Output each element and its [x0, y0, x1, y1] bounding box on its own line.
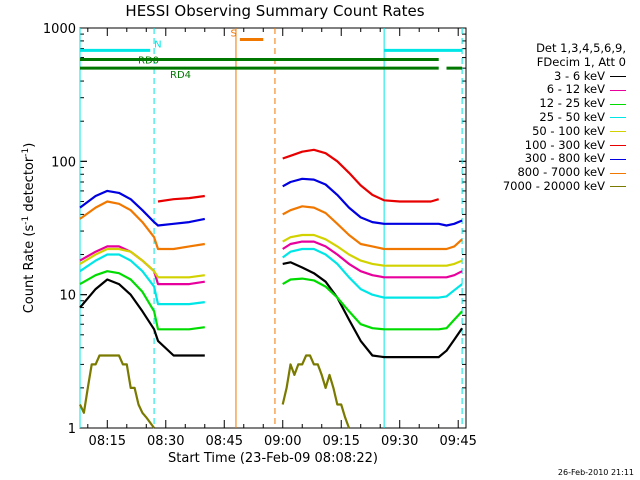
- legend-entry-label: 12 - 25 keV: [539, 96, 605, 111]
- x-tick-label: 08:45: [206, 434, 243, 449]
- legend-header-line-2: FDecim 1, Att 0: [536, 54, 626, 69]
- legend: Det 1,3,4,5,6,9, FDecim 1, Att 0 3 - 6 k…: [476, 41, 626, 194]
- y-axis-label-part: Count Rate (s: [22, 225, 37, 314]
- legend-entry-label: 7000 - 20000 keV: [502, 178, 605, 193]
- y-axis-label-part: ): [22, 143, 37, 148]
- series-line: [157, 148, 440, 203]
- legend-entry-label: 6 - 12 keV: [546, 82, 605, 97]
- chart-title: HESSI Observing Summary Count Rates: [125, 2, 425, 20]
- legend-entry-label: 800 - 7000 keV: [517, 165, 605, 180]
- y-axis-label-part: -1: [21, 148, 31, 157]
- legend-entry: 50 - 100 keV: [476, 123, 626, 139]
- y-tick-label: 1: [68, 422, 76, 437]
- legend-entry-label: 3 - 6 keV: [554, 68, 605, 83]
- flag-bar-label: RD0: [138, 56, 159, 67]
- flag-bar-label: RD4: [170, 70, 191, 81]
- legend-entry-label: 100 - 300 keV: [524, 137, 605, 152]
- x-tick-label: 09:15: [322, 434, 359, 449]
- y-tick-label: 1000: [43, 22, 76, 37]
- legend-swatch: [610, 75, 626, 77]
- legend-entry: 3 - 6 keV: [476, 68, 626, 84]
- x-tick-label: 08:15: [89, 434, 126, 449]
- x-tick-label: 09:00: [264, 434, 301, 449]
- legend-swatch: [610, 89, 626, 91]
- legend-entry-label: 25 - 50 keV: [539, 109, 605, 124]
- legend-entry: 12 - 25 keV: [476, 96, 626, 111]
- x-tick-label: 09:30: [381, 434, 418, 449]
- legend-entry-label: 50 - 100 keV: [532, 123, 605, 138]
- legend-entry: 7000 - 20000 keV: [476, 178, 626, 194]
- x-axis-label: Start Time (23-Feb-09 08:08:22): [168, 451, 378, 466]
- plot-frame: [79, 27, 467, 429]
- legend-swatch: [610, 158, 626, 160]
- y-axis-label: Count Rate (s-1 detector-1): [21, 143, 37, 314]
- legend-entries: 3 - 6 keV 6 - 12 keV 12 - 25 keV 25 - 50 ke…: [476, 68, 626, 194]
- y-tick-label: 10: [59, 289, 76, 304]
- legend-swatch: [610, 117, 626, 119]
- legend-swatch: [610, 131, 626, 133]
- legend-swatch: [610, 103, 626, 105]
- legend-entry: 300 - 800 keV: [476, 152, 626, 166]
- legend-entry-label: 300 - 800 keV: [524, 151, 605, 166]
- series-line: [79, 200, 463, 251]
- flag-bar-label: S: [230, 28, 236, 39]
- flag-bar-label: N: [154, 39, 161, 50]
- x-tick-label: 09:45: [439, 434, 476, 449]
- series-line: [79, 354, 351, 429]
- legend-entry: 100 - 300 keV: [476, 137, 626, 153]
- series-line: [79, 270, 463, 331]
- legend-swatch: [610, 172, 626, 174]
- series-line: [79, 177, 463, 227]
- legend-entry: 800 - 7000 keV: [476, 165, 626, 180]
- legend-swatch: [610, 144, 626, 146]
- timestamp-stamp: 26-Feb-2010 21:11: [557, 468, 634, 477]
- legend-entry: 6 - 12 keV: [476, 83, 626, 97]
- series-line: [79, 261, 464, 359]
- y-axis-label-part: -1: [21, 216, 31, 225]
- y-axis-label-part: detector: [22, 156, 37, 216]
- series-line: [79, 247, 463, 306]
- legend-entry: 25 - 50 keV: [476, 109, 626, 125]
- y-tick-label: 100: [51, 155, 76, 170]
- x-tick-label: 08:30: [147, 434, 184, 449]
- legend-header-line-1: Det 1,3,4,5,6,9,: [536, 41, 626, 55]
- legend-swatch: [610, 186, 626, 188]
- series-line: [79, 233, 463, 279]
